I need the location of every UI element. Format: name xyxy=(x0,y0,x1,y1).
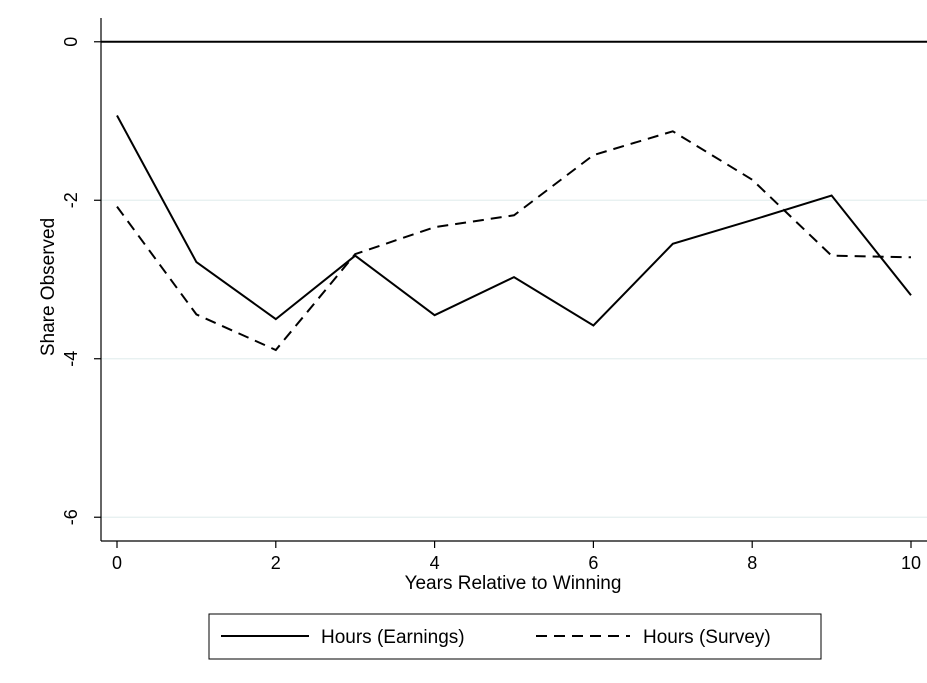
x-tick-label: 4 xyxy=(430,553,440,573)
series-line-hours-survey xyxy=(116,130,912,352)
legend-label-hours-earnings: Hours (Earnings) xyxy=(321,627,465,648)
y-tick-label: -6 xyxy=(61,509,81,525)
y-axis-title: Share Observed xyxy=(38,218,59,356)
gridlines xyxy=(101,199,927,518)
x-tick-label: 0 xyxy=(112,553,122,573)
x-axis-title: Years Relative to Winning xyxy=(405,573,622,594)
y-tick-label: -2 xyxy=(61,192,81,208)
x-tick-label: 10 xyxy=(901,553,921,573)
x-tick-label: 8 xyxy=(747,553,757,573)
x-tick-label: 6 xyxy=(588,553,598,573)
tick-labels: 0 -2 -4 -6 0 2 4 6 8 10 xyxy=(61,37,921,573)
legend: Hours (Earnings) Hours (Survey) xyxy=(208,613,822,660)
y-tick-label: -4 xyxy=(61,351,81,367)
axes xyxy=(94,18,927,548)
x-tick-label: 2 xyxy=(271,553,281,573)
series-line-hours-earnings xyxy=(116,115,912,327)
series-lines xyxy=(116,115,912,352)
y-tick-label: 0 xyxy=(61,37,81,47)
legend-box xyxy=(208,613,822,660)
legend-label-hours-survey: Hours (Survey) xyxy=(643,627,771,648)
